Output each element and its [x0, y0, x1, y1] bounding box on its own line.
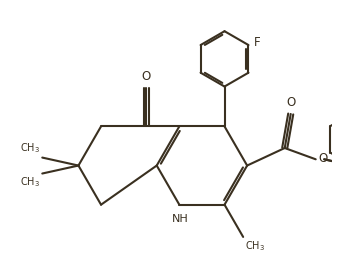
Text: CH$_3$: CH$_3$: [245, 239, 265, 253]
Text: CH$_3$: CH$_3$: [20, 176, 40, 189]
Text: CH$_3$: CH$_3$: [20, 142, 40, 155]
Text: NH: NH: [172, 214, 189, 224]
Text: O: O: [287, 96, 296, 109]
Text: O: O: [318, 152, 328, 165]
Text: F: F: [254, 36, 261, 49]
Text: O: O: [142, 70, 151, 83]
